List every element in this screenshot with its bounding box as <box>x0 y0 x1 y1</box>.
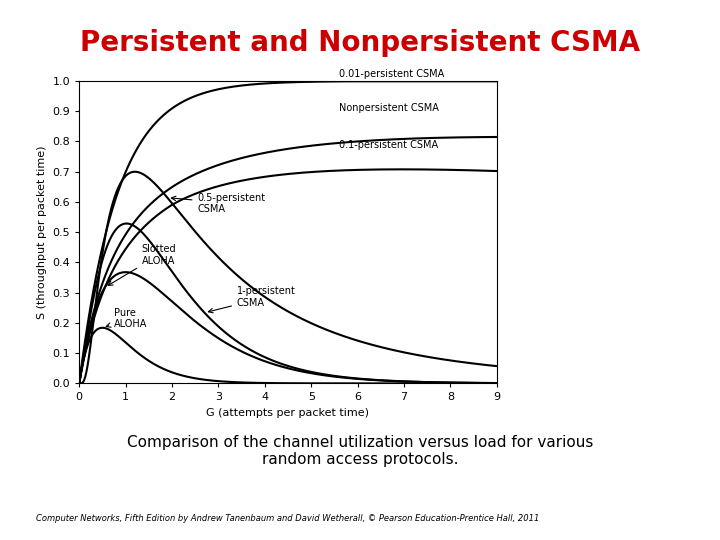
Text: Slotted
ALOHA: Slotted ALOHA <box>108 244 176 285</box>
Text: Nonpersistent CSMA: Nonpersistent CSMA <box>339 103 439 113</box>
Y-axis label: S (throughput per packet time): S (throughput per packet time) <box>37 145 47 319</box>
Text: 1-persistent
CSMA: 1-persistent CSMA <box>208 286 296 313</box>
Text: 0.5-persistent
CSMA: 0.5-persistent CSMA <box>171 193 266 214</box>
X-axis label: G (attempts per packet time): G (attempts per packet time) <box>207 408 369 418</box>
Text: Persistent and Nonpersistent CSMA: Persistent and Nonpersistent CSMA <box>80 29 640 57</box>
Text: 0.01-persistent CSMA: 0.01-persistent CSMA <box>339 70 444 79</box>
Text: 0.1-persistent CSMA: 0.1-persistent CSMA <box>339 139 438 150</box>
Text: Pure
ALOHA: Pure ALOHA <box>107 308 148 329</box>
Text: Comparison of the channel utilization versus load for various
random access prot: Comparison of the channel utilization ve… <box>127 435 593 467</box>
Text: Computer Networks, Fifth Edition by Andrew Tanenbaum and David Wetherall, © Pear: Computer Networks, Fifth Edition by Andr… <box>36 514 539 523</box>
